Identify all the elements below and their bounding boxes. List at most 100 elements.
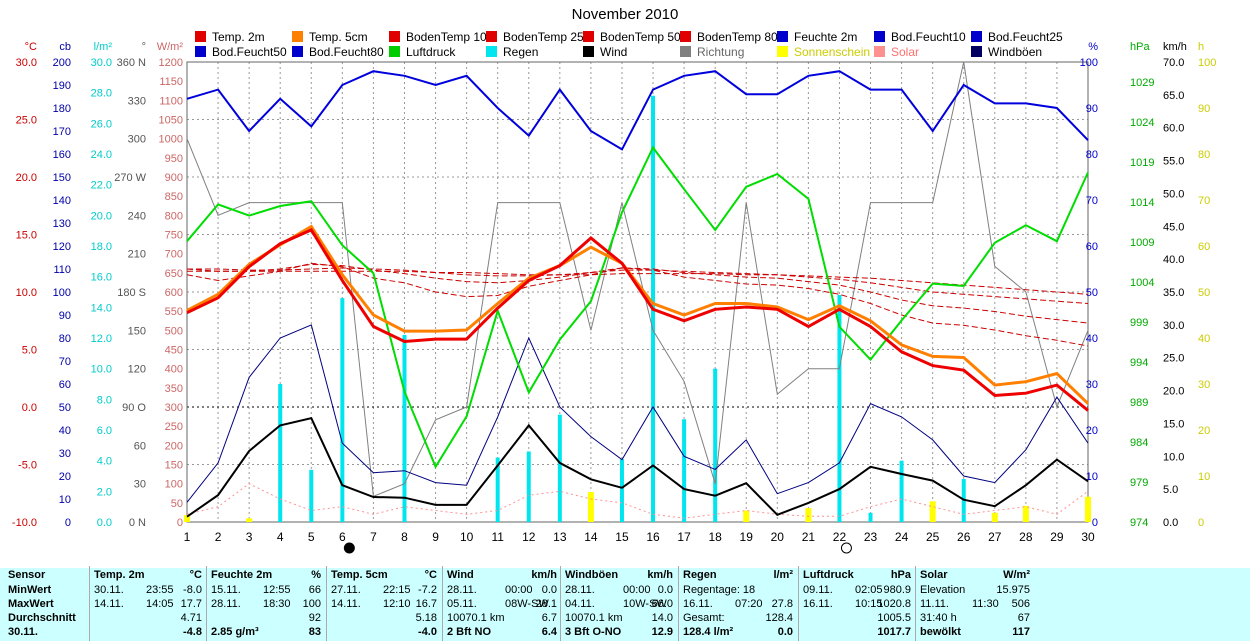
legend-item: Bod.Feucht10 (874, 30, 966, 44)
stats-row-time: 23:55 (146, 584, 174, 596)
axis-tick-h: 0 (1198, 517, 1204, 529)
stats-row-time: 00:00 (505, 584, 533, 596)
plot-frame (186, 61, 1089, 523)
legend-item: Wind (583, 45, 627, 59)
axis-tick-h: 60 (1198, 241, 1210, 253)
axis-tick-kmh: 10.0 (1163, 451, 1184, 463)
stats-column-divider (560, 566, 561, 641)
stats-row-value: 1020.8 (877, 598, 911, 610)
axis-tick-solar: 900 (165, 172, 183, 184)
legend-item: BodenTemp 80 (680, 30, 778, 44)
legend-item: Temp. 2m (195, 30, 265, 44)
stats-row-label: 28.11. (447, 584, 477, 596)
axis-tick-rain: 28.0 (91, 88, 112, 100)
axis-unit-dir: ° (142, 41, 146, 53)
axis-tick-solar: 0 (177, 517, 183, 529)
x-tick-label: 7 (370, 530, 377, 544)
axis-tick-rain: 8.0 (97, 394, 112, 406)
legend-label: Feuchte 2m (794, 30, 858, 44)
x-tick-label: 26 (957, 530, 971, 544)
stats-column-divider (915, 566, 916, 641)
x-tick-label: 17 (677, 530, 691, 544)
axis-tick-temp: 15.0 (16, 230, 37, 242)
stats-row-value: -7.2 (418, 584, 437, 596)
axis-tick-cb: 150 (53, 172, 71, 184)
series-temp-5cm (186, 224, 1090, 405)
x-tick-label: 5 (308, 530, 315, 544)
stats-row-time: 22:15 (383, 584, 411, 596)
stats-row-value: 128.4 (765, 612, 793, 624)
legend-item: Richtung (680, 45, 744, 59)
axis-tick-rain: 24.0 (91, 149, 112, 161)
series-windb-en (186, 324, 1089, 503)
stats-row-label: 14.11. (331, 598, 361, 610)
weather-chart: °C30.025.020.015.010.05.00.0-5.0-10.0cb2… (12, 41, 1216, 554)
stats-top-strip (0, 562, 1250, 568)
x-tick-label: 20 (771, 530, 785, 544)
legend-label: Temp. 5cm (309, 30, 368, 44)
stats-row-label: 04.11. (565, 598, 595, 610)
axis-tick-cb: 10 (59, 494, 71, 506)
axis-tick-solar: 50 (171, 498, 183, 510)
legend-label: Solar (891, 45, 920, 59)
x-axis-ticks: 1 2 3 4 5 6 7 8 9 10 11 12 13 14 15 16 17 18 19 20 21 22 23 24 2… (184, 530, 1095, 544)
legend-label: Regen (503, 45, 539, 59)
axis-tick-cb: 50 (59, 402, 71, 414)
stats-row-label: 2 Bft NO (447, 626, 491, 638)
legend-label: Richtung (697, 45, 745, 59)
stats-row-time: 14:05 (146, 598, 174, 610)
legend-label: Bod.Feucht80 (309, 45, 384, 59)
axis-tick-kmh: 5.0 (1163, 484, 1178, 496)
legend-item: Feuchte 2m (777, 30, 857, 44)
axis-tick-hum: 40 (1086, 333, 1098, 345)
stats-row-time: 12:10 (383, 598, 411, 610)
stats-row-label: 28.11. (211, 598, 241, 610)
axis-tick-dir: 300 (128, 134, 146, 146)
stats-row-label: 30.11. (94, 584, 124, 596)
chart-title: November 2010 (571, 6, 679, 23)
axis-tick-rain: 14.0 (91, 302, 112, 314)
axis-tick-hum: 30 (1086, 379, 1098, 391)
stats-row-value: 117 (1012, 626, 1030, 638)
axis-tick-cb: 130 (53, 218, 71, 230)
stats-column-header: Feuchte 2m (211, 569, 273, 581)
x-tick-label: 25 (926, 530, 940, 544)
x-tick-label: 12 (522, 530, 536, 544)
axis-tick-dir: 330 (128, 95, 146, 107)
stats-column-divider (798, 566, 799, 641)
axis-tick-solar: 200 (165, 440, 183, 452)
axis-tick-cb: 40 (59, 425, 71, 437)
new-moon-icon (343, 542, 355, 554)
stats-row-value: 980.9 (883, 584, 911, 596)
legend-swatch (486, 31, 497, 42)
stats-row-time: 10:15 (855, 598, 883, 610)
axis-tick-solar: 250 (165, 421, 183, 433)
legend-item: Sonnenschein (777, 45, 870, 59)
axis-tick-solar: 1050 (159, 115, 183, 127)
stats-row-label: 14.11. (94, 598, 124, 610)
axis-tick-hpa: 1024 (1130, 117, 1154, 129)
axis-tick-temp: 30.0 (16, 57, 37, 69)
axis-tick-solar: 150 (165, 460, 183, 472)
sunshine-bar (587, 492, 594, 522)
stats-column-divider (678, 566, 679, 641)
axis-tick-temp: 20.0 (16, 172, 37, 184)
axis-tick-h: 10 (1198, 471, 1210, 483)
axis-tick-solar: 600 (165, 287, 183, 299)
legend-swatch (583, 46, 594, 57)
stats-row-time: 12:55 (263, 584, 291, 596)
legend-swatch (195, 46, 206, 57)
rain-bar (340, 298, 345, 522)
stats-row-label: 27.11. (331, 584, 361, 596)
stats-column-divider (206, 566, 207, 641)
stats-column-divider (326, 566, 327, 641)
moon-phase-markers (343, 542, 852, 554)
axis-tick-kmh: 65.0 (1163, 90, 1184, 102)
sunshine-bar (246, 518, 253, 522)
x-tick-label: 4 (277, 530, 284, 544)
chart-axes: °C 30.0 25.0 20.0 15.0 10.0 5.0 0.0 -5.0 -10.0 cb 2… (12, 41, 1216, 529)
axis-tick-temp: -10.0 (12, 517, 37, 529)
axis-tick-h: 70 (1198, 195, 1210, 207)
axis-tick-cb: 160 (53, 149, 71, 161)
axis-tick-kmh: 60.0 (1163, 123, 1184, 135)
